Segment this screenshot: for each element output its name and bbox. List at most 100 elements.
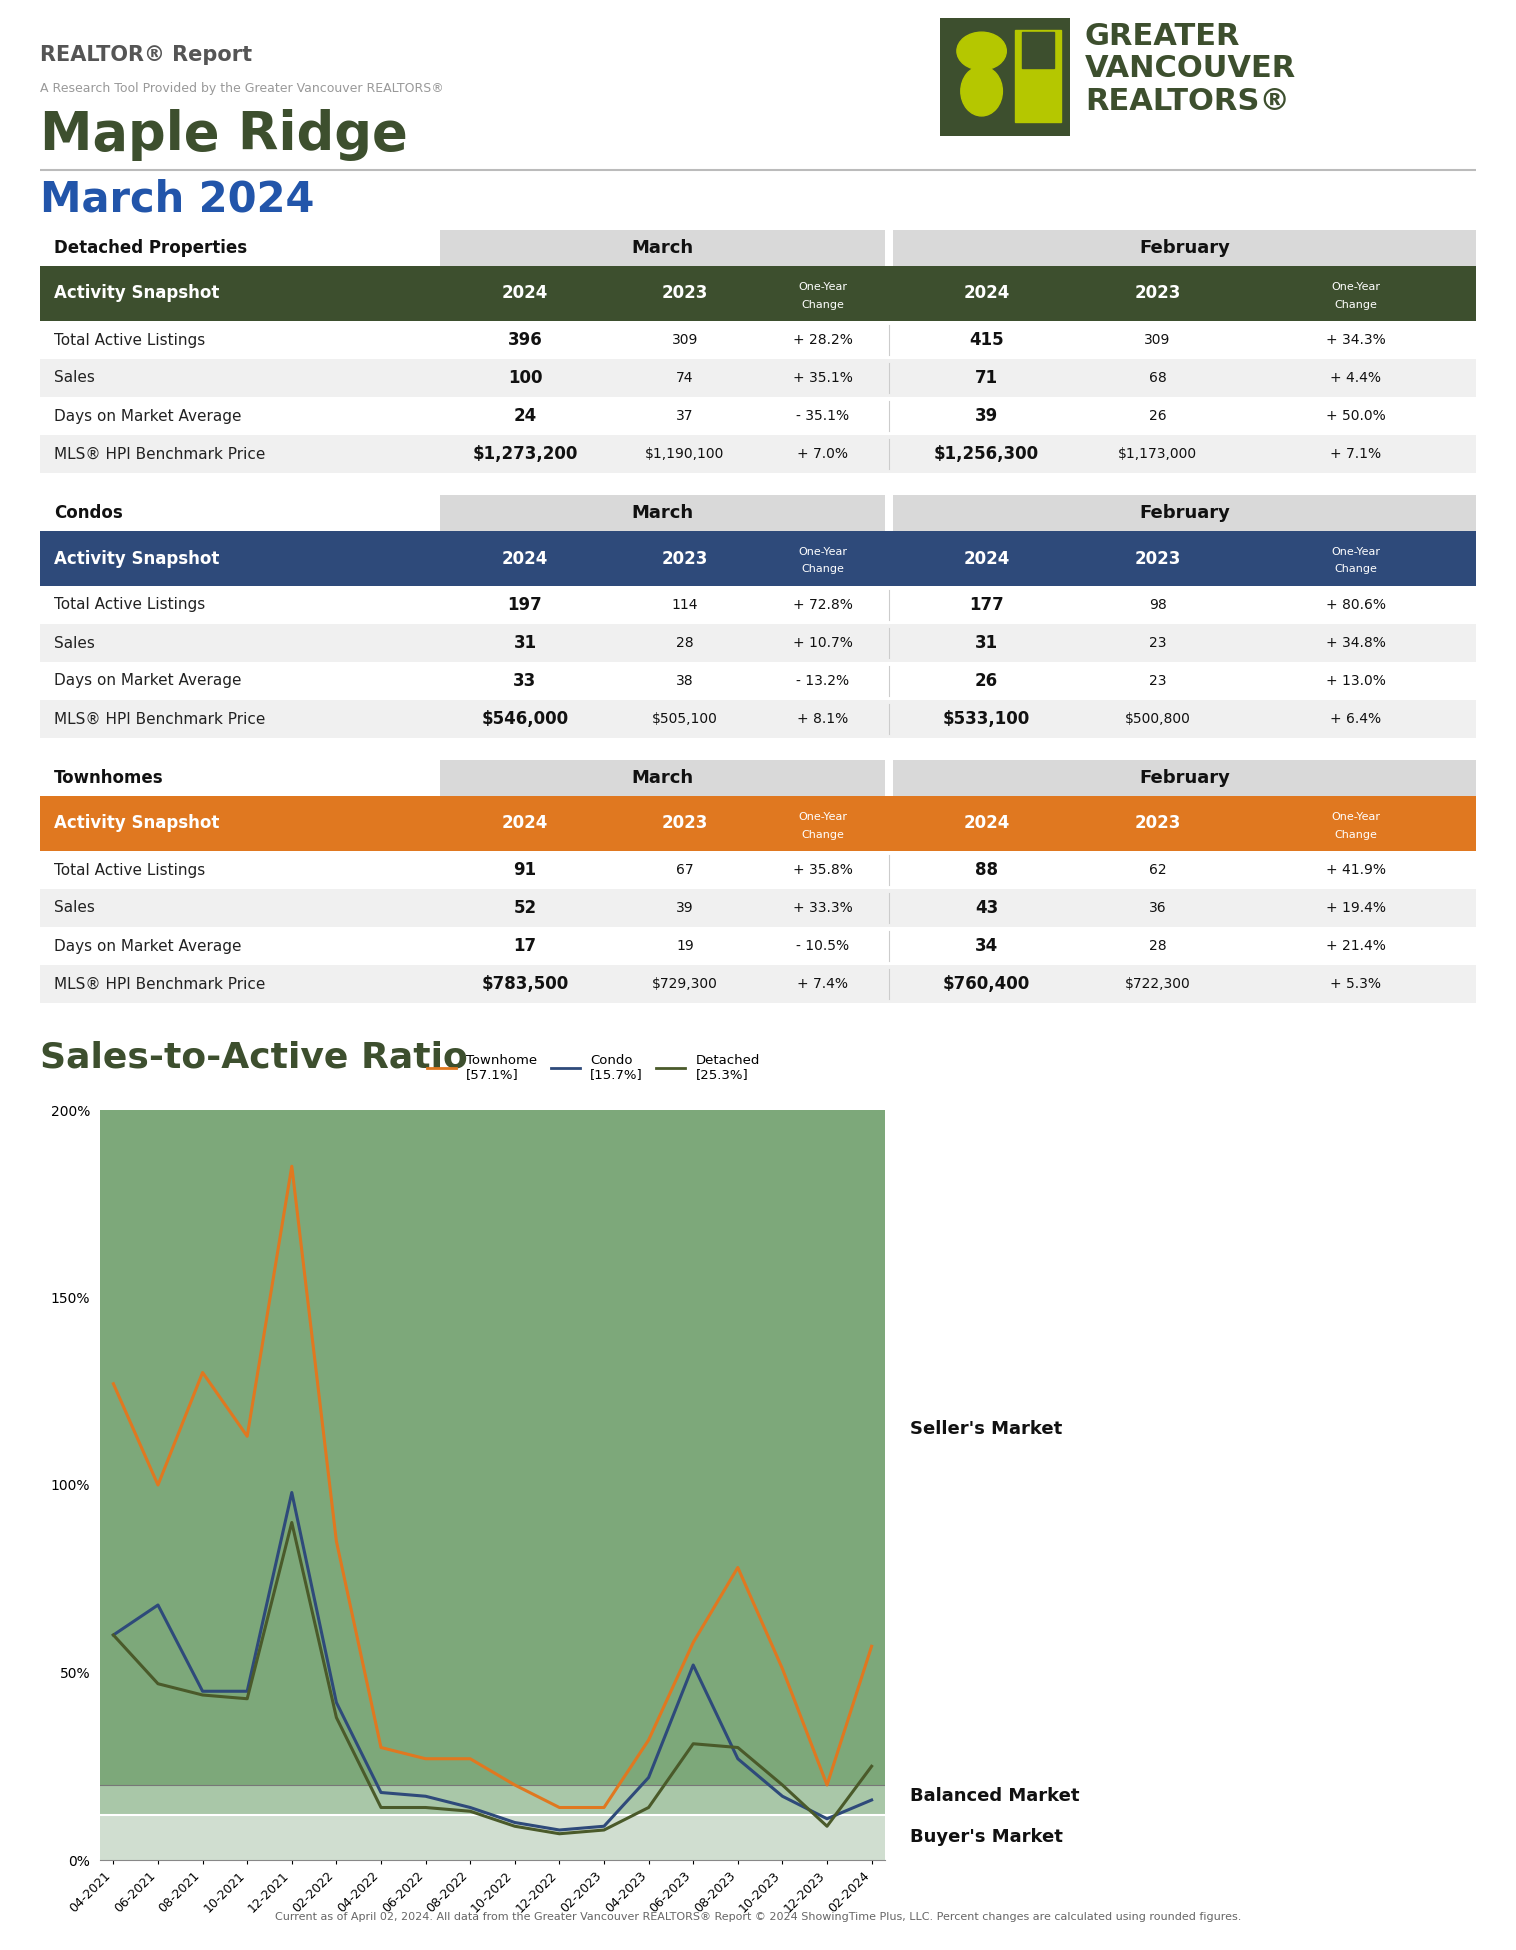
Text: 36: 36 [1149, 901, 1166, 915]
Text: + 19.4%: + 19.4% [1325, 901, 1386, 915]
Text: 114: 114 [672, 599, 699, 612]
Bar [1022, 31, 1055, 68]
Text: + 34.8%: + 34.8% [1325, 636, 1386, 649]
Text: + 10.7%: + 10.7% [793, 636, 852, 649]
Text: - 13.2%: - 13.2% [796, 675, 849, 688]
Text: MLS® HPI Benchmark Price: MLS® HPI Benchmark Price [55, 447, 265, 462]
Text: + 28.2%: + 28.2% [793, 333, 852, 347]
Text: 34: 34 [975, 938, 998, 956]
Text: REALTOR® Report: REALTOR® Report [39, 45, 252, 64]
Text: Days on Market Average: Days on Market Average [55, 673, 243, 688]
Text: + 21.4%: + 21.4% [1325, 940, 1386, 954]
Text: 33: 33 [514, 673, 537, 690]
Text: + 7.1%: + 7.1% [1330, 447, 1381, 460]
Text: One-Year: One-Year [1331, 546, 1380, 558]
Text: 2023: 2023 [1134, 285, 1181, 302]
Text: One-Year: One-Year [797, 546, 847, 558]
Text: 31: 31 [514, 634, 537, 651]
Text: 309: 309 [672, 333, 699, 347]
Text: 88: 88 [975, 862, 998, 879]
Text: Activity Snapshot: Activity Snapshot [55, 550, 220, 567]
Text: 52: 52 [514, 899, 537, 916]
Text: One-Year: One-Year [797, 283, 847, 292]
Text: Buyer's Market: Buyer's Market [910, 1829, 1063, 1847]
Text: Change: Change [800, 300, 844, 310]
Text: Sales: Sales [55, 901, 96, 915]
Text: - 35.1%: - 35.1% [796, 410, 849, 423]
Text: + 4.4%: + 4.4% [1330, 370, 1381, 384]
Text: 2023: 2023 [662, 285, 708, 302]
Bar [1016, 29, 1061, 121]
Text: $783,500: $783,500 [482, 975, 568, 993]
Text: A Research Tool Provided by the Greater Vancouver REALTORS®: A Research Tool Provided by the Greater … [39, 82, 444, 96]
Text: Change: Change [1334, 829, 1377, 840]
Text: + 35.1%: + 35.1% [793, 370, 852, 384]
Text: March: March [632, 503, 693, 523]
Text: Total Active Listings: Total Active Listings [55, 597, 206, 612]
Text: Seller's Market: Seller's Market [910, 1420, 1063, 1437]
Text: Sales: Sales [55, 636, 96, 651]
Text: 2023: 2023 [1134, 550, 1181, 567]
Text: 74: 74 [676, 370, 694, 384]
Text: February: February [1139, 503, 1229, 523]
Text: MLS® HPI Benchmark Price: MLS® HPI Benchmark Price [55, 977, 265, 991]
Text: Sales: Sales [55, 370, 96, 386]
Ellipse shape [957, 31, 1007, 70]
Text: 67: 67 [676, 864, 694, 878]
Text: One-Year: One-Year [1331, 283, 1380, 292]
Bar [100, 1815, 885, 1860]
Text: 39: 39 [676, 901, 694, 915]
Text: February: February [1139, 768, 1229, 788]
Text: Maple Ridge: Maple Ridge [39, 109, 408, 162]
Text: $546,000: $546,000 [482, 710, 568, 727]
Text: Change: Change [1334, 564, 1377, 575]
Text: + 41.9%: + 41.9% [1325, 864, 1386, 878]
Text: Condos: Condos [55, 503, 123, 523]
Text: 177: 177 [969, 597, 1004, 614]
Text: 2023: 2023 [1134, 815, 1181, 833]
Text: Detached Properties: Detached Properties [55, 240, 247, 257]
Text: 31: 31 [975, 634, 998, 651]
Text: + 33.3%: + 33.3% [793, 901, 852, 915]
Text: 98: 98 [1149, 599, 1166, 612]
Text: $1,173,000: $1,173,000 [1117, 447, 1198, 460]
Text: 2024: 2024 [502, 285, 549, 302]
Text: + 5.3%: + 5.3% [1330, 977, 1381, 991]
Text: 71: 71 [975, 369, 998, 386]
Text: + 8.1%: + 8.1% [797, 712, 847, 725]
Text: + 72.8%: + 72.8% [793, 599, 852, 612]
Text: Balanced Market: Balanced Market [910, 1788, 1079, 1806]
Text: Sales-to-Active Ratio: Sales-to-Active Ratio [39, 1041, 468, 1074]
Text: + 50.0%: + 50.0% [1325, 410, 1386, 423]
Text: 28: 28 [1149, 940, 1166, 954]
Text: 39: 39 [975, 408, 998, 425]
Text: Townhomes: Townhomes [55, 768, 164, 788]
Text: 62: 62 [1149, 864, 1166, 878]
Legend: Townhome
[57.1%], Condo
[15.7%], Detached
[25.3%]: Townhome [57.1%], Condo [15.7%], Detache… [426, 1053, 760, 1082]
Text: 23: 23 [1149, 675, 1166, 688]
Text: 2023: 2023 [662, 550, 708, 567]
Text: March 2024: March 2024 [39, 179, 314, 220]
Text: Activity Snapshot: Activity Snapshot [55, 285, 220, 302]
Text: 24: 24 [514, 408, 537, 425]
Text: Activity Snapshot: Activity Snapshot [55, 815, 220, 833]
Text: One-Year: One-Year [797, 811, 847, 821]
Text: - 10.5%: - 10.5% [796, 940, 849, 954]
Text: Change: Change [1334, 300, 1377, 310]
Text: 2024: 2024 [963, 285, 1010, 302]
Text: $500,800: $500,800 [1125, 712, 1190, 725]
Text: 309: 309 [1145, 333, 1170, 347]
Text: + 7.0%: + 7.0% [797, 447, 847, 460]
Text: 396: 396 [508, 332, 543, 349]
Text: + 35.8%: + 35.8% [793, 864, 852, 878]
Bar [100, 1784, 885, 1815]
Text: + 13.0%: + 13.0% [1325, 675, 1386, 688]
Text: 26: 26 [1149, 410, 1166, 423]
Text: $1,256,300: $1,256,300 [934, 445, 1038, 462]
Text: Total Active Listings: Total Active Listings [55, 862, 206, 878]
Text: 2024: 2024 [963, 550, 1010, 567]
Text: March: March [632, 768, 693, 788]
Text: 100: 100 [508, 369, 543, 386]
Text: $533,100: $533,100 [943, 710, 1031, 727]
Text: + 34.3%: + 34.3% [1325, 333, 1386, 347]
